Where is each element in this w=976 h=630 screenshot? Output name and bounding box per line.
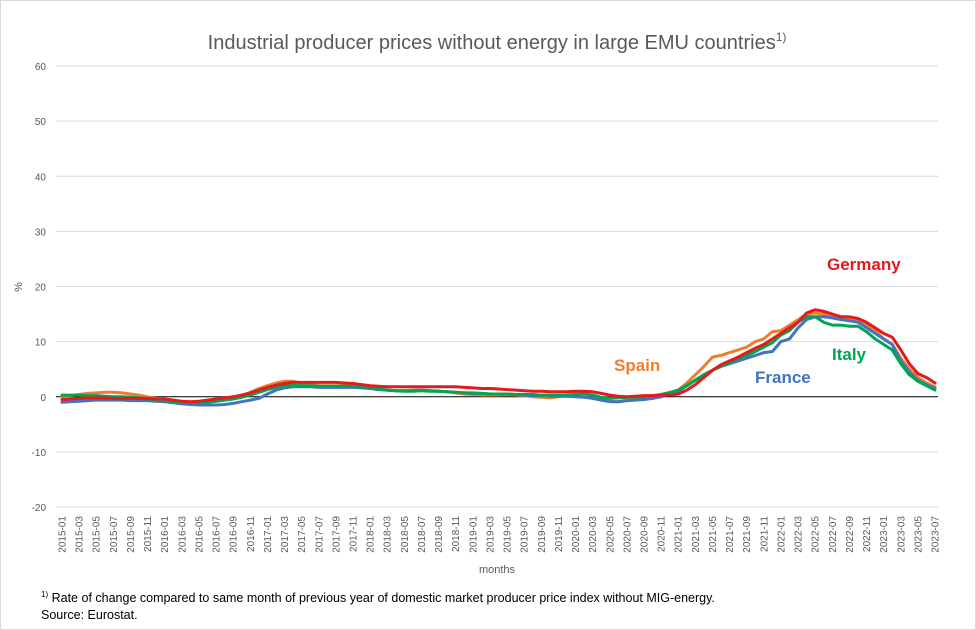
y-tick-label: 50 [35,117,47,128]
footnote-text: Rate of change compared to same month of… [51,591,715,606]
chart-title-text: Industrial producer prices without energ… [208,32,776,54]
x-axis-ticks: 2015-01 2015-03 2015-05 2015-07 2015-09 2015-… [58,516,942,553]
y-tick-label: 60 [35,62,47,73]
x-tick-label: 2018-05 [400,516,411,553]
y-tick-label: 0 [40,393,46,404]
x-tick-label: 2017-09 [331,516,342,553]
x-tick-label: 2019-01 [468,516,479,553]
x-tick-label: 2015-09 [126,516,137,553]
x-tick-label: 2017-03 [280,516,291,553]
x-tick-label: 2018-11 [451,516,462,552]
y-tick-label: 30 [35,227,47,238]
x-tick-label: 2023-01 [879,516,890,553]
x-tick-label: 2019-05 [503,516,514,553]
x-tick-label: 2016-07 [212,516,223,553]
x-tick-label: 2016-11 [246,516,257,552]
y-axis-ticks: -20 -10 0 10 20 30 40 50 60 [32,62,47,514]
x-tick-label: 2016-05 [194,516,205,553]
x-tick-label: 2021-09 [742,516,753,553]
x-tick-label: 2020-05 [605,516,616,553]
label-france: France [755,368,811,387]
x-tick-label: 2021-11 [759,516,770,552]
chart-title: Industrial producer prices without energ… [208,30,787,54]
chart-title-superscript: 1) [776,30,787,44]
gridlines [56,65,938,508]
x-tick-label: 2020-07 [622,516,633,553]
x-tick-label: 2017-05 [297,516,308,553]
x-tick-label: 2022-01 [776,516,787,553]
x-tick-label: 2023-05 [913,516,924,553]
x-tick-label: 2018-03 [383,516,394,553]
x-tick-label: 2017-07 [314,516,325,553]
y-tick-label: -20 [32,503,47,514]
x-tick-label: 2020-01 [571,516,582,553]
series-line-germany [60,308,937,404]
x-tick-label: 2021-03 [691,516,702,553]
y-tick-label: 20 [35,283,47,294]
y-tick-label: 10 [35,338,47,349]
x-tick-label: 2018-09 [434,516,445,553]
x-tick-label: 2015-05 [92,516,103,553]
x-tick-label: 2022-07 [828,516,839,553]
x-tick-label: 2015-03 [75,516,86,553]
x-tick-label: 2019-07 [520,516,531,553]
x-tick-label: 2023-03 [896,516,907,553]
footnote-source: Source: Eurostat. [41,608,138,622]
x-tick-label: 2023-07 [931,516,942,553]
series-lines [60,308,937,407]
x-tick-label: 2021-01 [674,516,685,553]
y-axis-label: % [13,282,25,292]
x-tick-label: 2019-09 [537,516,548,553]
x-tick-label: 2019-11 [554,516,565,552]
x-tick-label: 2022-09 [845,516,856,553]
x-tick-label: 2022-11 [862,516,873,552]
x-tick-label: 2016-09 [229,516,240,553]
x-tick-label: 2019-03 [485,516,496,553]
x-tick-label: 2015-07 [109,516,120,553]
label-germany: Germany [827,255,901,274]
series-line-italy [60,315,937,405]
x-tick-label: 2015-01 [58,516,69,553]
y-tick-label: 40 [35,172,47,183]
x-tick-label: 2016-01 [160,516,171,553]
x-tick-label: 2020-09 [640,516,651,553]
x-tick-label: 2015-11 [143,516,154,552]
x-tick-label: 2016-03 [177,516,188,553]
x-tick-label: 2018-01 [366,516,377,553]
label-spain: Spain [614,356,660,375]
x-tick-label: 2020-11 [657,516,668,552]
x-tick-label: 2022-05 [811,516,822,553]
footnote-marker: 1) [41,590,49,599]
footnote-definition: 1) Rate of change compared to same month… [41,590,715,605]
x-tick-label: 2017-11 [349,516,360,552]
x-tick-label: 2021-07 [725,516,736,553]
series-line-france [60,315,937,407]
x-tick-label: 2020-03 [588,516,599,553]
x-tick-label: 2017-01 [263,516,274,553]
y-tick-label: -10 [32,448,47,459]
x-tick-label: 2022-03 [794,516,805,553]
x-tick-label: 2021-05 [708,516,719,553]
x-tick-label: 2018-07 [417,516,428,553]
label-italy: Italy [832,345,867,364]
x-axis-label: months [479,564,516,576]
